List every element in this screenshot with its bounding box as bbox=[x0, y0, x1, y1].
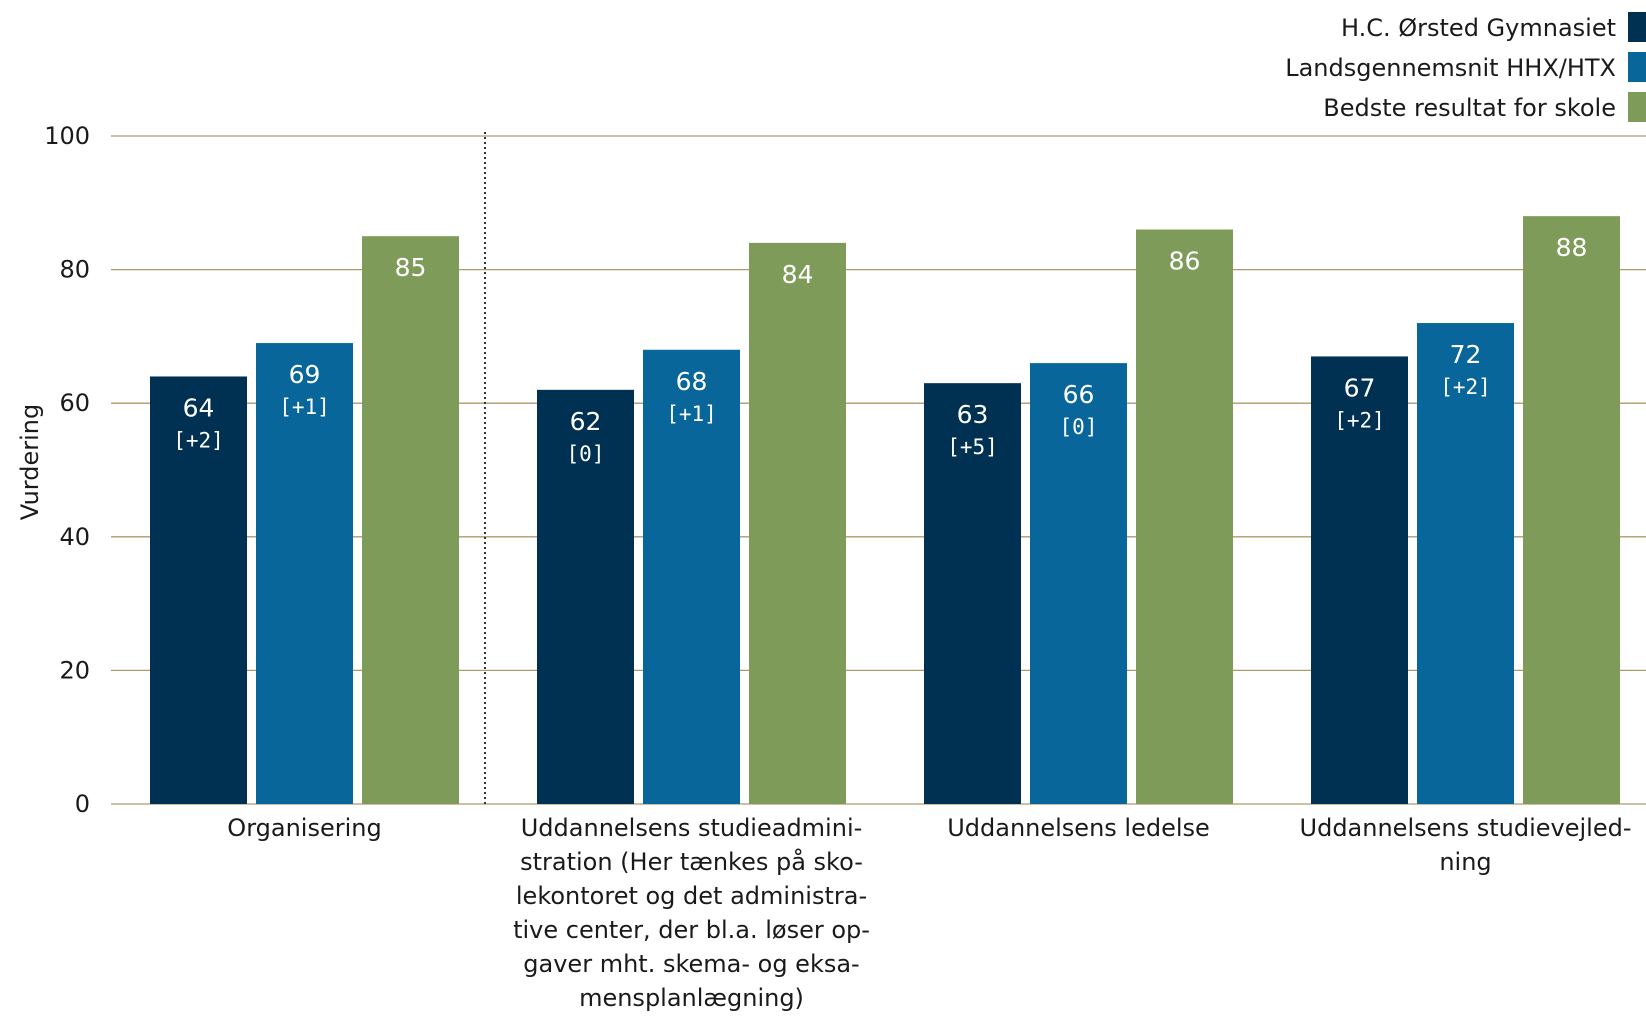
y-axis: 0 20 40 60 80 100 bbox=[44, 122, 90, 818]
bar bbox=[924, 383, 1021, 804]
bar-value-label: 69 bbox=[289, 360, 321, 389]
bar-value-label: 67 bbox=[1344, 373, 1376, 402]
x-category-label: Uddannelsens ledelse bbox=[947, 814, 1210, 842]
bar-change-label: [+5] bbox=[947, 435, 998, 459]
bar-value-label: 85 bbox=[395, 253, 427, 282]
y-tick-label: 80 bbox=[59, 256, 90, 284]
bar-value-label: 88 bbox=[1556, 233, 1588, 262]
bar-value-label: 63 bbox=[957, 400, 989, 429]
legend-label: H.C. Ørsted Gymnasiet bbox=[1341, 14, 1616, 42]
bar bbox=[537, 389, 634, 804]
bar bbox=[1030, 363, 1127, 804]
y-axis-title: Vurdering bbox=[16, 404, 44, 520]
bar-change-label: [+2] bbox=[1440, 375, 1491, 399]
bar bbox=[643, 349, 740, 804]
bar-change-label: [+2] bbox=[173, 428, 224, 452]
y-tick-label: 60 bbox=[59, 389, 90, 417]
bar bbox=[749, 242, 846, 804]
x-category-label: mensplanlægning) bbox=[579, 984, 804, 1012]
x-axis: Organisering Uddannelsens studieadmini-st… bbox=[227, 814, 1631, 1012]
bar-change-label: [+1] bbox=[279, 395, 330, 419]
bar bbox=[256, 343, 353, 804]
bar-value-label: 64 bbox=[183, 393, 215, 422]
bar-change-label: [+2] bbox=[1334, 408, 1385, 432]
bar-value-label: 72 bbox=[1450, 340, 1482, 369]
bar bbox=[362, 236, 459, 804]
bar-change-label: [0] bbox=[1060, 415, 1098, 439]
legend-label: Landsgennemsnit HHX/HTX bbox=[1285, 54, 1616, 82]
bar-change-label: [+1] bbox=[666, 402, 717, 426]
bar bbox=[150, 376, 247, 804]
legend-label: Bedste resultat for skole bbox=[1323, 94, 1616, 122]
x-category-label: tive center, der bl.a. løser op- bbox=[513, 916, 870, 944]
legend-swatch bbox=[1628, 52, 1646, 82]
bar-change-label: [0] bbox=[567, 442, 605, 466]
bar-value-label: 68 bbox=[676, 367, 708, 396]
bar-value-label: 86 bbox=[1169, 247, 1201, 276]
y-tick-label: 0 bbox=[75, 790, 90, 818]
y-tick-label: 100 bbox=[44, 122, 90, 150]
bar bbox=[1523, 216, 1620, 804]
y-tick-label: 40 bbox=[59, 523, 90, 551]
x-category-label: lekontoret og det administra- bbox=[516, 882, 867, 910]
legend: H.C. Ørsted Gymnasiet Landsgennemsnit HHX… bbox=[1285, 12, 1646, 122]
x-category-label: Organisering bbox=[227, 814, 381, 842]
x-category-label: stration (Her tænkes på sko- bbox=[520, 847, 863, 876]
bar-value-label: 62 bbox=[570, 407, 602, 436]
bar bbox=[1136, 229, 1233, 804]
bar-value-label: 66 bbox=[1063, 380, 1095, 409]
bar-value-label: 84 bbox=[782, 260, 814, 289]
x-category-label: ning bbox=[1439, 848, 1491, 876]
x-category-label: Uddannelsens studievejled- bbox=[1300, 814, 1632, 842]
x-category-label: Uddannelsens studieadmini- bbox=[521, 814, 863, 842]
bar-series: 64 [+2] 69 [+1] 85 62 [0] 68 [+1] 84 63 [+5] 66 [0] 86… bbox=[150, 216, 1620, 804]
bar bbox=[1311, 356, 1408, 804]
bar bbox=[1417, 323, 1514, 804]
legend-swatch bbox=[1628, 92, 1646, 122]
y-tick-label: 20 bbox=[59, 656, 90, 684]
legend-swatch bbox=[1628, 12, 1646, 42]
x-category-label: gaver mht. skema- og eksa- bbox=[523, 950, 859, 978]
